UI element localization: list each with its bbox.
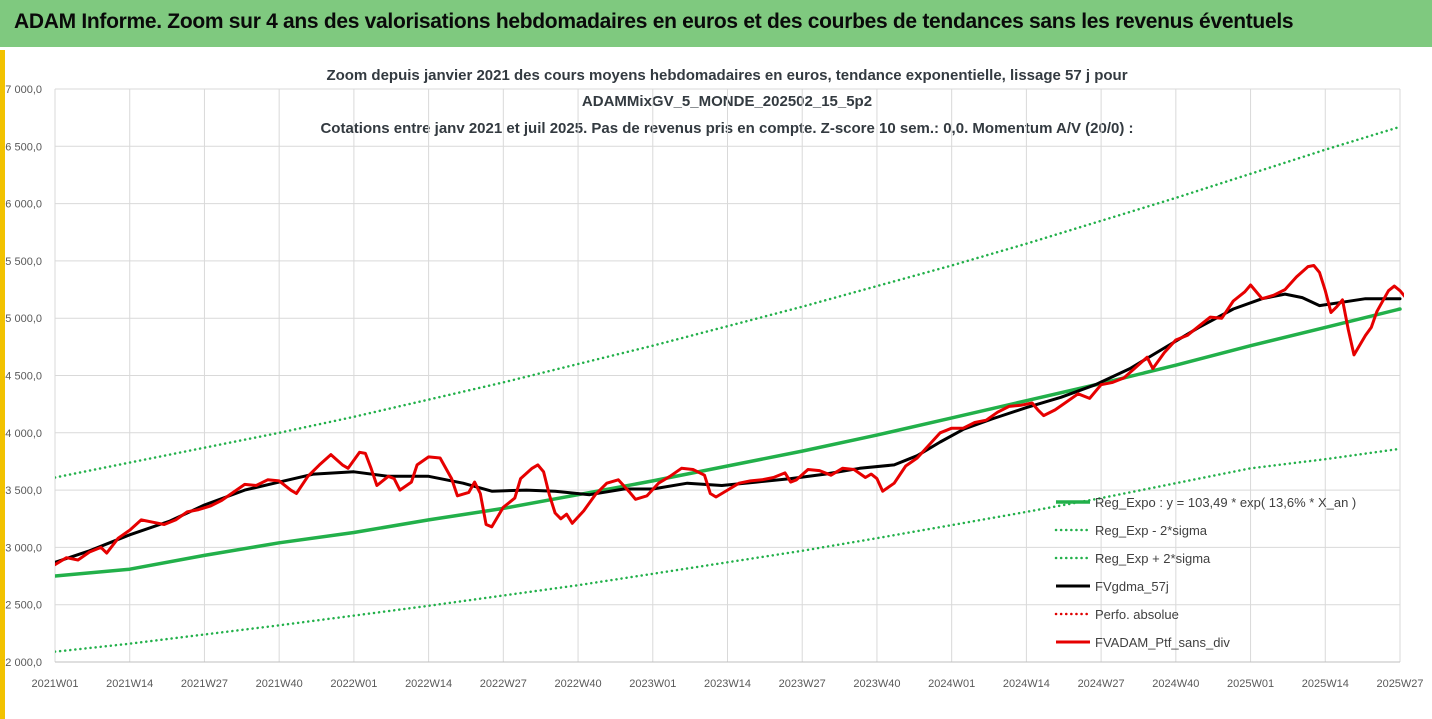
chart-area: Zoom depuis janvier 2021 des cours moyen…	[5, 67, 1423, 690]
x-tick-label: 2024W27	[1078, 678, 1125, 690]
y-tick-label: 4 500,0	[5, 371, 42, 383]
x-axis-ticks: 2021W01 2021W14 2021W27 2021W40 2022W01 2022W…	[31, 678, 1423, 690]
y-tick-label: 7 000,0	[5, 84, 42, 96]
gridlines	[54, 88, 1401, 663]
y-tick-label: 2 000,0	[5, 657, 42, 669]
x-tick-label: 2024W40	[1152, 678, 1199, 690]
x-tick-label: 2021W01	[31, 678, 78, 690]
x-tick-label: 2023W14	[704, 678, 751, 690]
series-line-3	[55, 292, 1402, 564]
y-tick-label: 5 000,0	[5, 313, 42, 325]
chart-title-line-1: Zoom depuis janvier 2021 des cours moyen…	[326, 67, 1127, 84]
legend-entry: FVADAM_Ptf_sans_div	[1095, 635, 1230, 650]
left-edge-accent	[0, 50, 5, 719]
x-tick-label: 2022W14	[405, 678, 452, 690]
x-tick-label: 2024W14	[1003, 678, 1050, 690]
series-line-2	[55, 125, 1402, 479]
x-tick-label: 2023W27	[779, 678, 826, 690]
series-line-1	[55, 447, 1402, 653]
series-lines	[55, 125, 1404, 653]
y-tick-label: 5 500,0	[5, 256, 42, 268]
x-tick-label: 2021W14	[106, 678, 153, 690]
x-tick-label: 2025W14	[1302, 678, 1349, 690]
legend-entry: Perfo. absolue	[1095, 607, 1179, 622]
header-banner: ADAM Informe. Zoom sur 4 ans des valoris…	[0, 0, 1432, 50]
legend: Reg_Expo : y = 103,49 * exp( 13,6% * X_a…	[1054, 495, 1356, 650]
y-tick-label: 3 000,0	[5, 542, 42, 554]
x-tick-label: 2022W27	[480, 678, 527, 690]
banner-title: ADAM Informe. Zoom sur 4 ans des valoris…	[14, 10, 1294, 33]
y-tick-label: 2 500,0	[5, 600, 42, 612]
series-line-5	[55, 264, 1404, 567]
x-tick-label: 2021W40	[256, 678, 303, 690]
legend-entry: Reg_Exp - 2*sigma	[1095, 523, 1208, 538]
series-line-0	[55, 307, 1402, 578]
y-tick-label: 4 000,0	[5, 428, 42, 440]
x-tick-label: 2023W40	[853, 678, 900, 690]
y-tick-label: 3 500,0	[5, 485, 42, 497]
x-tick-label: 2021W27	[181, 678, 228, 690]
y-tick-label: 6 500,0	[5, 141, 42, 153]
legend-entry: Reg_Expo : y = 103,49 * exp( 13,6% * X_a…	[1095, 495, 1356, 510]
x-tick-label: 2022W01	[330, 678, 377, 690]
legend-entry: Reg_Exp + 2*sigma	[1095, 551, 1211, 566]
legend-entry: FVgdma_57j	[1095, 579, 1169, 594]
x-tick-label: 2024W01	[928, 678, 975, 690]
y-tick-label: 6 000,0	[5, 199, 42, 211]
x-tick-label: 2025W27	[1376, 678, 1423, 690]
x-tick-label: 2022W40	[555, 678, 602, 690]
x-tick-label: 2025W01	[1227, 678, 1274, 690]
x-tick-label: 2023W01	[629, 678, 676, 690]
y-axis-ticks: 2 000,0 2 500,0 3 000,0 3 500,0 4 000,0 4 500…	[5, 84, 42, 669]
